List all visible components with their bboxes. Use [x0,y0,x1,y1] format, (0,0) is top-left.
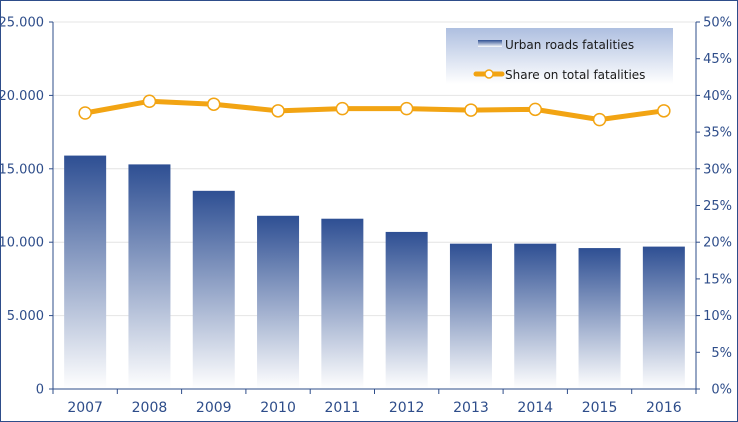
share-point-2014 [528,102,542,117]
x-tick-label: 2011 [325,400,361,416]
x-tick-label: 2013 [453,400,489,416]
x-tick-label: 2012 [389,400,425,416]
share-point-2011 [335,101,350,116]
legend-swatch-bars [478,40,502,47]
y-axis-left-ticks: 0 5.000 10.000 15.000 20.000 25.000 [0,16,53,398]
y-left-tick-label: 25.000 [0,16,44,31]
y-left-tick-label: 10.000 [0,236,44,251]
y-right-tick-label: 25% [703,199,732,214]
share-point-2013 [464,103,478,117]
x-tick-label: 2015 [582,400,618,416]
y-left-tick-label: 20.000 [0,89,44,104]
bar-2007 [64,155,107,389]
y-right-tick-label: 5% [711,346,732,361]
y-left-tick-label: 15.000 [0,162,44,177]
x-tick-label: 2008 [132,400,168,416]
y-axis-right-ticks: 0% 5% 10% 15% 20% 25% 30% 35% 40% 45% 50% [696,16,732,398]
bar-2013 [449,243,492,389]
share-point-2009 [207,97,221,111]
y-right-tick-label: 40% [703,89,732,104]
y-right-tick-label: 20% [703,236,732,251]
bar-2009 [192,190,235,389]
x-tick-label: 2007 [67,400,103,416]
y-right-tick-label: 35% [703,126,732,141]
y-left-tick-label: 5.000 [7,309,44,324]
y-right-tick-label: 0% [711,383,732,398]
bar-series [64,155,685,389]
y-right-tick-label: 15% [703,272,732,287]
y-right-tick-label: 45% [703,52,732,67]
share-point-2008 [142,94,157,109]
share-line [82,98,667,123]
x-axis-ticks: 2007 2008 2009 2010 2011 2012 2013 2014 2015 2016 [67,400,681,416]
x-tick-label: 2016 [646,400,682,416]
y-left-tick-label: 0 [36,383,44,398]
bar-2008 [128,164,171,389]
share-point-2012 [399,101,414,116]
bar-2011 [321,218,364,389]
bar-2016 [642,246,685,389]
legend: Urban roads fatalities Share on total fa… [446,28,673,84]
bar-2012 [385,231,428,389]
legend-swatch-marker [484,69,494,79]
share-point-2007 [78,106,92,120]
x-tick-label: 2010 [260,400,296,416]
line-series [78,94,671,127]
bar-2015 [578,248,621,389]
share-point-2010 [271,104,285,118]
share-point-2016 [657,104,671,118]
bar-2010 [257,215,300,389]
x-tick-label: 2009 [196,400,232,416]
y-right-tick-label: 10% [703,309,732,324]
y-right-tick-label: 50% [703,16,732,31]
share-point-2015 [592,112,607,127]
legend-label-line: Share on total fatalities [505,68,645,82]
y-right-tick-label: 30% [703,162,732,177]
bar-2014 [514,243,557,389]
x-tick-label: 2014 [517,400,553,416]
legend-label-bars: Urban roads fatalities [505,38,634,52]
